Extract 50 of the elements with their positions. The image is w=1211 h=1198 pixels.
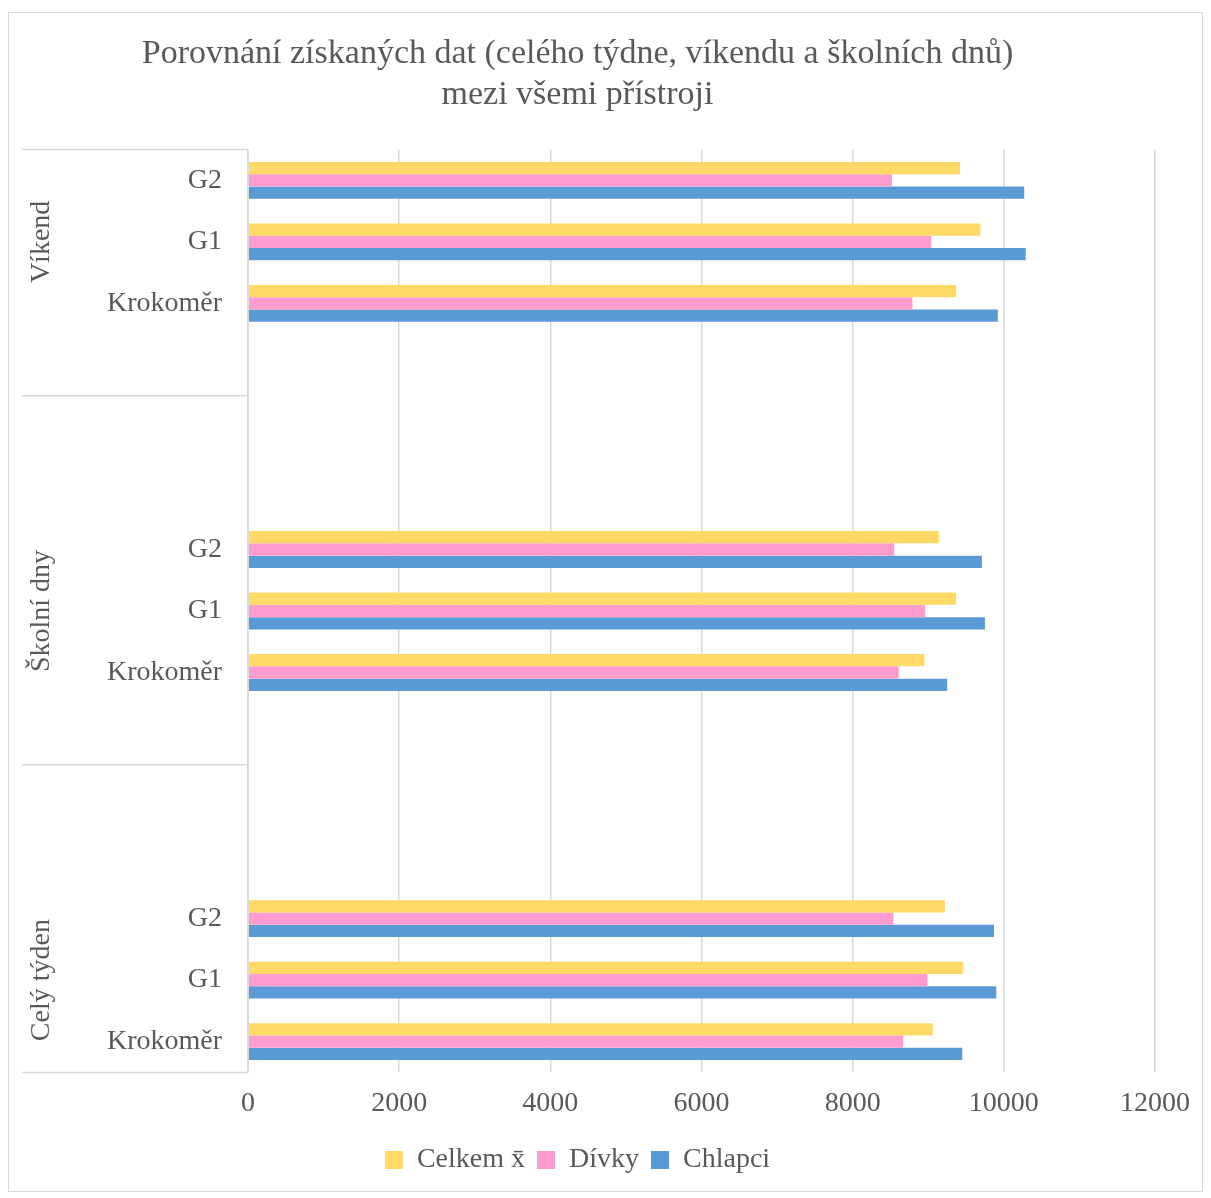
bar bbox=[248, 617, 985, 630]
bar bbox=[248, 248, 1026, 261]
bar bbox=[248, 186, 1025, 199]
y-tick-label: G2 bbox=[187, 162, 222, 194]
x-tick-label: 2000 bbox=[371, 1085, 428, 1117]
bar bbox=[248, 678, 948, 691]
bar bbox=[248, 973, 928, 987]
bar bbox=[248, 1035, 904, 1048]
y-tick-label: Krokoměr bbox=[106, 285, 223, 317]
x-tick-label: 12000 bbox=[1120, 1085, 1190, 1117]
x-tick-label: 10000 bbox=[968, 1085, 1039, 1117]
x-tick-label: 6000 bbox=[673, 1085, 730, 1117]
text: Víkend bbox=[24, 200, 56, 284]
bar bbox=[248, 161, 960, 175]
bar bbox=[248, 961, 964, 974]
bar bbox=[248, 284, 957, 298]
bar bbox=[248, 986, 997, 999]
bar bbox=[248, 543, 895, 556]
y-tick-label: G2 bbox=[187, 900, 222, 932]
bar bbox=[248, 235, 932, 249]
bar bbox=[248, 309, 998, 322]
bar bbox=[248, 654, 925, 667]
bar bbox=[248, 531, 939, 544]
y-tick-label: G2 bbox=[187, 531, 222, 563]
bar bbox=[248, 1023, 933, 1036]
y-tick-label: G1 bbox=[187, 962, 222, 994]
bar bbox=[248, 592, 957, 605]
x-tick-label: 4000 bbox=[522, 1085, 579, 1117]
text: Školní dny bbox=[24, 549, 56, 673]
bar bbox=[248, 297, 913, 310]
y-tick-label: G1 bbox=[187, 593, 222, 625]
y-tick-label: Krokoměr bbox=[106, 654, 223, 686]
legend-label: Dívky bbox=[569, 1142, 639, 1174]
x-tick-label: 0 bbox=[241, 1085, 255, 1117]
bar bbox=[248, 174, 892, 187]
bar bbox=[248, 604, 926, 618]
y-tick-label: Krokoměr bbox=[106, 1024, 223, 1055]
bar bbox=[248, 666, 899, 679]
bar bbox=[248, 912, 894, 925]
legend-label: Celkem x̄ bbox=[416, 1142, 525, 1174]
y-tick-label: G1 bbox=[187, 224, 222, 256]
text: Celý týden bbox=[24, 919, 56, 1042]
chart-title: Porovnání získaných dat (celého týdne, víkendu a školních dnů) mezi všemi přístroji bbox=[141, 33, 1014, 112]
bar bbox=[248, 223, 981, 236]
bar bbox=[248, 1047, 963, 1061]
bar bbox=[248, 900, 945, 913]
legend-label: Chlapci bbox=[683, 1142, 771, 1174]
x-tick-label: 8000 bbox=[824, 1085, 881, 1117]
bar bbox=[248, 924, 995, 938]
bar bbox=[248, 555, 982, 568]
